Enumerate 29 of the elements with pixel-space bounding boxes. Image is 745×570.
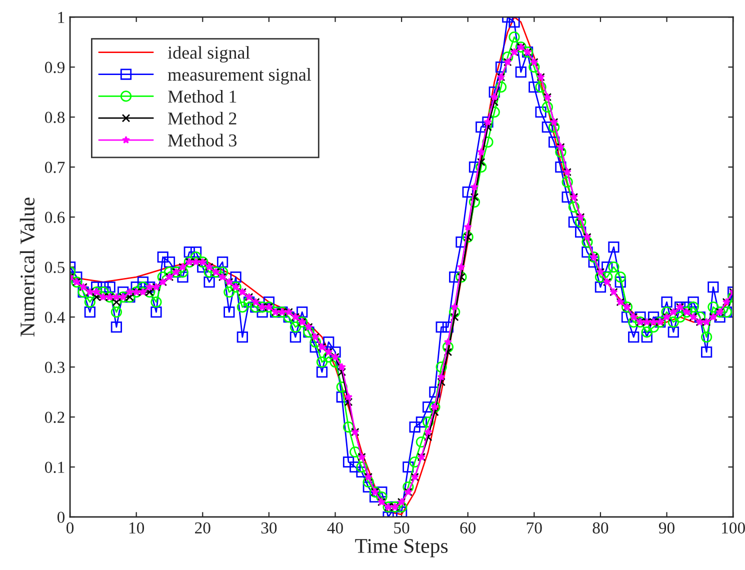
y-tick-label: 0.7 bbox=[44, 162, 65, 174]
legend-label: Method 2 bbox=[168, 112, 236, 125]
x-tick-label: 30 bbox=[261, 522, 277, 534]
y-tick-label: 0.3 bbox=[44, 362, 65, 374]
legend-label: Method 1 bbox=[168, 90, 236, 103]
legend-label: measurement signal bbox=[168, 68, 312, 84]
x-tick-label: 100 bbox=[722, 522, 745, 534]
x-tick-label: 20 bbox=[195, 522, 210, 534]
y-tick-label: 0.5 bbox=[44, 262, 65, 274]
legend-label: ideal signal bbox=[168, 46, 250, 63]
legend-label: Method 3 bbox=[168, 134, 237, 147]
x-tick-label: 80 bbox=[592, 522, 608, 534]
y-tick-label: 1 bbox=[58, 12, 64, 23]
x-tick-label: 90 bbox=[658, 522, 674, 534]
y-tick-label: 0.9 bbox=[44, 62, 64, 74]
y-axis-title: Numerical Value bbox=[20, 198, 35, 337]
x-tick-label: 10 bbox=[129, 522, 144, 534]
x-axis-title: Time Steps bbox=[355, 539, 448, 558]
y-tick-label: 0.2 bbox=[44, 412, 64, 424]
y-tick-label: 0.1 bbox=[44, 462, 64, 474]
x-tick-label: 0 bbox=[66, 522, 74, 534]
x-tick-label: 50 bbox=[394, 522, 410, 534]
x-tick-label: 60 bbox=[460, 522, 476, 534]
y-tick-label: 0 bbox=[57, 512, 65, 523]
x-tick-label: 70 bbox=[526, 522, 542, 534]
y-tick-label: 0.6 bbox=[44, 212, 65, 224]
y-tick-label: 0.4 bbox=[44, 312, 65, 324]
x-tick-label: 40 bbox=[327, 522, 343, 534]
y-tick-label: 0.8 bbox=[44, 112, 65, 124]
